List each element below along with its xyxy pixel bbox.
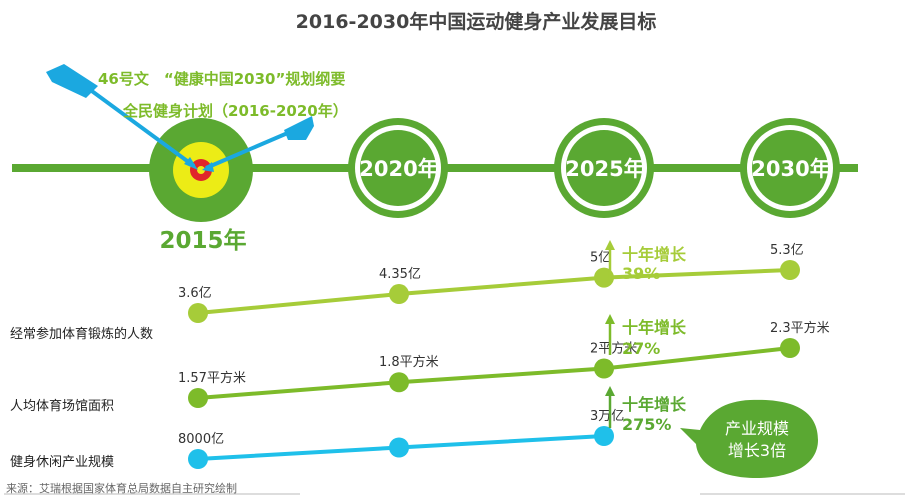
growth-bubble-shape [680,399,818,478]
arrow-2 [202,116,314,172]
arrow-1-tip [184,157,198,170]
series-0-data-label-2: 5亿 [590,251,611,266]
arrow-1 [46,64,198,170]
series-2-data-label-2: 3万亿 [590,409,624,424]
growth-bubble-line-2: 增长3倍 [728,441,786,460]
milestone-2015-label: 2015年 [159,227,246,254]
arrow-2-tip [202,162,214,172]
series-0-line [197,268,791,315]
growth-bubble: 产业规模 增长3倍 [680,399,818,478]
milestone-2020: 2020年 [348,118,448,218]
series-0-point-1 [389,284,409,305]
series-layer: 3.6亿 4.35亿 5亿 5.3亿 1.57平方米 1.8平方米 2平方米 2.3平方米 80… [178,243,830,469]
series-0-point-3 [780,260,800,280]
series-label-people: 经常参加体育锻炼的人数 [10,326,153,342]
series-0-point-0 [188,303,208,323]
growth-note-2: 十年增长 27% [605,314,687,358]
series-1-data-label-0: 1.57平方米 [178,370,246,386]
milestone-2030-inner [752,130,828,206]
series-0-data-label-3: 5.3亿 [770,243,804,258]
milestone-2025: 2025年 [554,118,654,218]
series-1-data-label-3: 2.3平方米 [770,320,830,336]
series-1-point-1 [389,372,409,393]
growth-note-2-label: 十年增长 [622,318,687,337]
series-label-industry: 健身休闲产业规模 [10,454,114,470]
growth-arrow-3-head [605,386,615,396]
series-2-point-2 [594,426,614,446]
target-center [197,166,205,174]
arrow-1-shaft [83,84,196,168]
series-0-data-label-0: 3.6亿 [178,286,212,301]
series-2-point-1 [389,437,409,458]
series-0-data-label-1: 4.35亿 [379,267,421,282]
series-1-point-3 [780,338,800,358]
series-2-data-label-0: 8000亿 [178,432,224,447]
milestone-2020-inner [360,130,436,206]
policy-line-2: 全民健身计划（2016-2020年） [122,102,348,120]
series-1-point-2 [594,358,614,379]
growth-arrow-2-head [605,314,615,324]
milestone-2015: 2015年 [149,118,253,254]
growth-note-3-label: 十年增长 [622,395,687,414]
source-note: 来源：艾瑞根据国家体育总局数据自主研究绘制 [6,481,237,495]
series-1-data-label-1: 1.8平方米 [379,354,439,370]
milestone-2030-label: 2030年 [751,157,830,181]
arrow-1-fletching [46,64,98,98]
series-1-line [197,346,791,400]
series-1-point-0 [188,388,208,408]
growth-note-2-value: 27% [622,339,660,358]
series-1-data-label-2: 2平方米 [590,341,637,357]
milestone-2030: 2030年 [740,118,840,218]
arrow-2-fletching [284,116,314,140]
series-2-point-0 [188,449,208,469]
growth-note-1: 十年增长 39% [605,240,687,283]
milestone-2025-inner [566,130,642,206]
growth-note-1-label: 十年增长 [622,245,687,264]
growth-arrow-1-head [605,240,615,250]
growth-bubble-line-1: 产业规模 [725,419,789,438]
chart-title: 2016-2030年中国运动健身产业发展目标 [296,10,657,33]
arrow-2-shaft [205,130,291,170]
series-label-area: 人均体育场馆面积 [10,398,114,414]
growth-note-1-value: 39% [622,264,660,283]
milestone-2020-label: 2020年 [359,157,438,181]
milestone-2025-label: 2025年 [565,157,644,181]
growth-note-3: 十年增长 275% [605,386,687,434]
policy-line-1: 46号文 “健康中国2030”规划纲要 [98,70,345,88]
growth-note-3-value: 275% [622,415,671,434]
